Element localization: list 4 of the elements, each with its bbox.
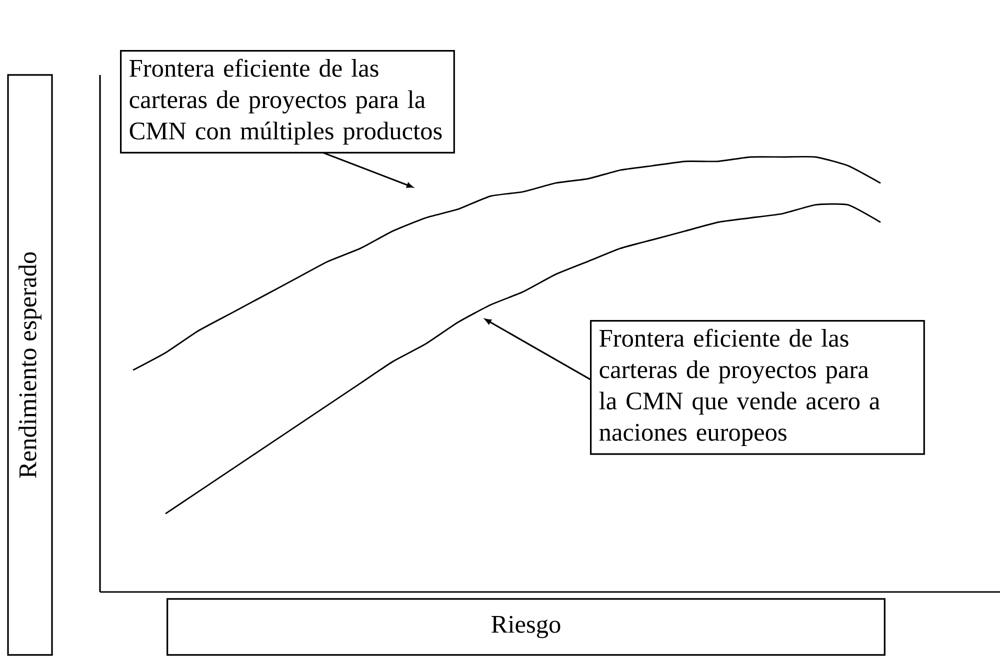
text: Frontera eficiente de las carteras de proyectos para la CMN con múltiples productos (130, 58, 442, 145)
annotation: Frontera eficiente de las carteras de proyectos para la CMN que vende acero a naciones europeos (599, 328, 880, 446)
x-axis-title: Riesgo (492, 616, 560, 638)
y-axis-title: Rendimiento esperado (18, 252, 42, 478)
